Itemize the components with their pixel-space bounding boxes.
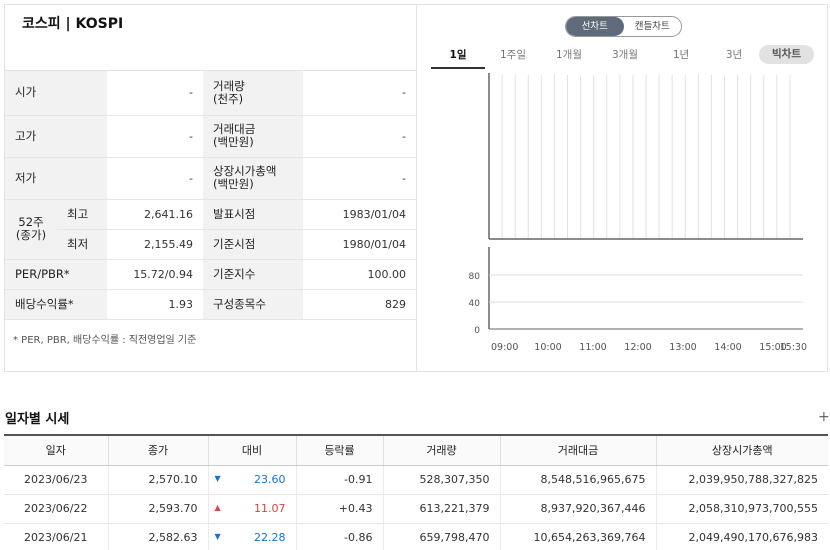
mktcap-value: -: [303, 157, 417, 200]
x-tick-1200: 12:00: [624, 342, 651, 353]
row-amount: 8,548,516,965,675: [500, 465, 657, 495]
week52-low-value: 2,155.49: [107, 229, 204, 260]
col-header-amount: 거래대금: [500, 435, 657, 466]
base-date-label: 기준시점: [203, 229, 304, 260]
candle-chart-toggle[interactable]: 캔들차트: [634, 21, 670, 32]
constituents-label: 구성종목수: [203, 289, 304, 320]
x-tick-1530: 15:30: [780, 342, 807, 353]
table-row: 2023/06/23 2,570.10 ▼ 23.60 -0.91 528,307…: [4, 465, 828, 495]
table-header-row: 일자 종가 대비 등락률 거래량 거래대금 상장시가총액: [4, 435, 828, 466]
tab-1day[interactable]: 1일: [431, 45, 485, 69]
row-change: ▼ 23.60: [208, 465, 297, 495]
page-title: 코스피 | KOSPI: [22, 16, 124, 32]
index-info-table: 시가 - 거래량 (천주) - 고가 - 거래대금 (백만원) - 저가 - 상장시…: [5, 71, 417, 320]
tab-3months[interactable]: 3개월: [611, 49, 638, 61]
col-header-close: 종가: [108, 435, 209, 466]
row-change: ▼ 22.28: [208, 523, 297, 550]
dividend-label: 배당수익률*: [5, 289, 108, 320]
row-mktcap: 2,058,310,973,700,555: [656, 494, 828, 524]
open-label: 시가: [5, 71, 108, 116]
down-arrow-icon: ▼: [214, 473, 221, 483]
row-mktcap: 2,049,490,170,676,983: [656, 523, 828, 550]
daily-prices-title: 일자별 시세: [5, 412, 70, 427]
period-tabs: 1일 1주일 1개월 3개월 1년 3년 빅차트: [431, 45, 821, 70]
row-change: ▲ 11.07: [208, 494, 297, 524]
col-header-date: 일자: [4, 435, 109, 466]
chart-panel: 선차트 캔들차트 1일 1주일 1개월 3개월 1년 3년 빅차트 80 40 …: [418, 5, 828, 371]
row-mktcap: 2,039,950,788,327,825: [656, 465, 828, 495]
low-label: 저가: [5, 157, 108, 200]
dividend-value: 1.93: [107, 289, 204, 320]
per-pbr-value: 15.72/0.94: [107, 259, 204, 290]
row-rate: -0.91: [296, 465, 384, 495]
row-date: 2023/06/23: [4, 465, 109, 495]
volume-y-tick-0: 0: [474, 326, 480, 336]
open-value: -: [107, 71, 204, 116]
base-date-value: 1980/01/04: [303, 229, 417, 260]
row-close: 2,570.10: [108, 465, 209, 495]
week52-high-value: 2,641.16: [107, 199, 204, 230]
row-amount: 10,654,263,369,764: [500, 523, 657, 550]
per-pbr-label: PER/PBR*: [5, 259, 108, 290]
price-chart-grid: [501, 75, 791, 239]
mktcap-label: 상장시가총액 (백만원): [203, 157, 304, 200]
constituents-value: 829: [303, 289, 417, 320]
amount-value: -: [303, 115, 417, 158]
row-amount: 8,937,920,367,446: [500, 494, 657, 524]
x-tick-1400: 14:00: [714, 342, 741, 353]
row-rate: +0.43: [296, 494, 384, 524]
col-header-volume: 거래량: [383, 435, 501, 466]
tab-1month[interactable]: 1개월: [555, 49, 582, 61]
announce-value: 1983/01/04: [303, 199, 417, 230]
high-label: 고가: [5, 115, 108, 158]
week52-label: 52주 (종가): [5, 199, 57, 260]
index-info-panel: 코스피 | KOSPI 시가 - 거래량 (천주) - 고가 - 거래대금 (백만원…: [5, 5, 417, 371]
plus-icon[interactable]: +: [818, 409, 830, 425]
x-tick-1000: 10:00: [534, 342, 561, 353]
x-tick-1300: 13:00: [669, 342, 696, 353]
tab-1year[interactable]: 1년: [672, 49, 690, 61]
volume-y-tick-80: 80: [469, 272, 481, 282]
intraday-chart: 80 40 0 09:00 10:00 11:00 12:00 13:00 14…: [469, 73, 807, 353]
base-index-value: 100.00: [303, 259, 417, 290]
line-chart-toggle[interactable]: 선차트: [566, 17, 624, 36]
row-close: 2,593.70: [108, 494, 209, 524]
table-row: 2023/06/21 2,582.63 ▼ 22.28 -0.86 659,798…: [4, 523, 828, 550]
down-arrow-icon: ▼: [214, 531, 221, 541]
tab-1week[interactable]: 1주일: [499, 49, 526, 61]
col-header-rate: 등락률: [296, 435, 384, 466]
volume-y-tick-40: 40: [469, 299, 481, 309]
up-arrow-icon: ▲: [214, 502, 221, 512]
volume-label: 거래량 (천주): [203, 71, 304, 116]
row-close: 2,582.63: [108, 523, 209, 550]
low-value: -: [107, 157, 204, 200]
bigchart-button[interactable]: 빅차트: [759, 45, 814, 64]
col-header-mktcap: 상장시가총액: [656, 435, 828, 466]
row-date: 2023/06/22: [4, 494, 109, 524]
volume-value: -: [303, 71, 417, 116]
index-summary-panel: 코스피 | KOSPI 시가 - 거래량 (천주) - 고가 - 거래대금 (백만원…: [4, 4, 828, 372]
row-volume: 613,221,379: [383, 494, 501, 524]
table-row: 2023/06/22 2,593.70 ▲ 11.07 +0.43 613,221…: [4, 494, 828, 524]
x-tick-1100: 11:00: [579, 342, 606, 353]
row-volume: 528,307,350: [383, 465, 501, 495]
week52-low-label: 최저: [57, 229, 108, 260]
x-tick-0900: 09:00: [491, 342, 518, 353]
row-volume: 659,798,470: [383, 523, 501, 550]
chart-type-toggle: 선차트 캔들차트: [565, 16, 682, 37]
week52-high-label: 최고: [57, 199, 108, 230]
base-index-label: 기준지수: [203, 259, 304, 290]
x-tick-1500: 15:00: [759, 342, 786, 353]
row-rate: -0.86: [296, 523, 384, 550]
high-value: -: [107, 115, 204, 158]
col-header-change: 대비: [208, 435, 297, 466]
row-date: 2023/06/21: [4, 523, 109, 550]
announce-label: 발표시점: [203, 199, 304, 230]
title-area: 코스피 | KOSPI: [5, 5, 416, 71]
amount-label: 거래대금 (백만원): [203, 115, 304, 158]
daily-prices-table: 일자 종가 대비 등락률 거래량 거래대금 상장시가총액 2023/06/23 …: [4, 434, 828, 550]
tab-3years[interactable]: 3년: [725, 49, 743, 61]
footnote: * PER, PBR, 배당수익률 : 직전영업일 기준: [13, 335, 197, 346]
